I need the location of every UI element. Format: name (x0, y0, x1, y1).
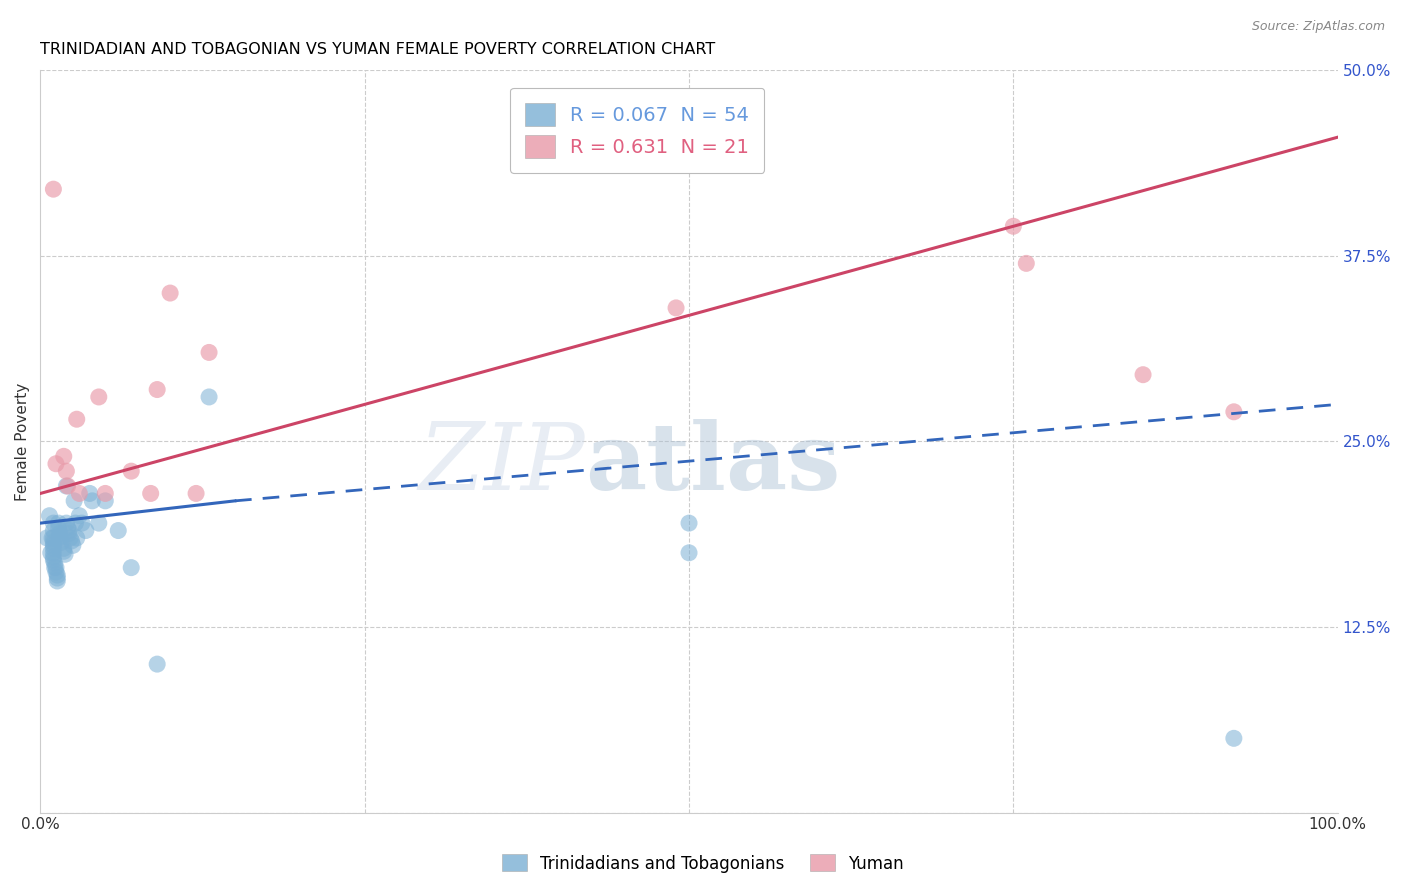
Point (159, 286, 181, 301)
Point (56, 520, 79, 534)
Point (184, 486, 207, 500)
Point (44, 556, 66, 570)
Point (55, 464, 77, 478)
Point (55, 516, 77, 530)
Point (678, 516, 700, 530)
Point (665, 301, 688, 315)
Point (42, 546, 65, 560)
Point (42, 550, 65, 565)
Point (1132, 368, 1154, 382)
Point (58, 526, 80, 541)
Point (35, 531, 58, 545)
Point (1015, 256, 1038, 270)
Point (49, 526, 72, 541)
Point (146, 383, 169, 397)
Point (65, 516, 87, 530)
Legend: R = 0.067  N = 54, R = 0.631  N = 21: R = 0.067 N = 54, R = 0.631 N = 21 (510, 87, 765, 173)
Point (82, 493, 104, 508)
Point (48, 516, 70, 530)
Text: Source: ZipAtlas.com: Source: ZipAtlas.com (1251, 20, 1385, 33)
Point (52, 544, 75, 558)
Point (67, 486, 90, 500)
Point (46, 574, 69, 588)
Text: TRINIDADIAN AND TOBAGONIAN VS YUMAN FEMALE POVERTY CORRELATION CHART: TRINIDADIAN AND TOBAGONIAN VS YUMAN FEMA… (41, 42, 716, 57)
Point (67, 508, 90, 523)
Point (42, 531, 65, 545)
Point (66, 531, 89, 545)
Point (52, 541, 75, 556)
Point (42, 538, 65, 552)
Point (87, 516, 110, 530)
Point (94, 486, 117, 500)
Point (56, 479, 79, 493)
Text: atlas: atlas (585, 418, 841, 508)
Point (66, 412, 89, 426)
Point (107, 524, 129, 538)
Legend: Trinidadians and Tobagonians, Yuman: Trinidadians and Tobagonians, Yuman (495, 847, 911, 880)
Point (198, 345, 221, 359)
Point (46, 571, 69, 585)
Point (42, 516, 65, 530)
Point (62, 538, 84, 552)
Point (1223, 405, 1246, 419)
Point (146, 657, 169, 672)
Point (60, 533, 83, 548)
Point (52, 450, 75, 464)
Point (49, 531, 72, 545)
Point (45, 560, 67, 574)
Point (53, 547, 76, 561)
Point (42, 535, 65, 549)
Point (198, 390, 221, 404)
Point (58, 524, 80, 538)
Point (139, 486, 162, 500)
Point (42, 182, 65, 196)
Point (87, 390, 110, 404)
Point (704, 153, 727, 167)
Point (51, 535, 73, 549)
Point (678, 546, 700, 560)
Point (1002, 219, 1025, 234)
Y-axis label: Female Poverty: Female Poverty (15, 383, 30, 500)
Point (45, 565, 67, 579)
Point (59, 531, 82, 545)
Point (63, 493, 86, 508)
Point (1223, 731, 1246, 746)
Point (48, 520, 70, 534)
Point (42, 524, 65, 538)
Point (42, 541, 65, 556)
Point (41, 531, 63, 545)
Point (39, 546, 62, 560)
Point (44, 560, 66, 574)
Point (42, 553, 65, 567)
Point (55, 479, 77, 493)
Point (120, 560, 142, 574)
Point (49, 529, 72, 543)
Point (70, 516, 93, 530)
Text: ZIP: ZIP (419, 418, 585, 508)
Point (46, 568, 69, 582)
Point (120, 464, 142, 478)
Point (38, 508, 60, 523)
Point (79, 486, 101, 500)
Point (75, 524, 97, 538)
Point (45, 457, 67, 471)
Point (94, 493, 117, 508)
